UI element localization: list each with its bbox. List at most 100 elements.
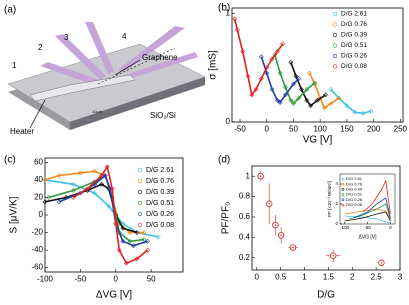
legend-label: D/G 0.76 (341, 21, 367, 28)
data-point (245, 73, 251, 79)
legend-label: D/G 0.51 (341, 42, 367, 49)
electrode (40, 62, 100, 85)
series-line (72, 164, 149, 265)
data-point (283, 84, 288, 90)
y-tick-label: 0 (39, 210, 44, 219)
data-point (368, 108, 374, 114)
x-axis-label: ΔVG [V] (96, 290, 132, 301)
data-point (277, 70, 283, 76)
heater (29, 74, 136, 102)
legend-label: D/G 0.26 (341, 53, 367, 60)
series-line (233, 18, 284, 97)
legend-marker (341, 182, 345, 186)
x-tick-label: 1.5 (323, 272, 335, 281)
electrode-label: 3 (64, 33, 69, 42)
legend-label: D/G 0.08 (341, 63, 367, 70)
data-point (293, 73, 299, 79)
data-point (307, 70, 312, 76)
substrate-label: SiO₂/Si (150, 111, 176, 120)
x-tick-label: 2.5 (371, 272, 383, 281)
data-point (145, 247, 151, 253)
electrode-label: 2 (38, 43, 43, 52)
electrode-label: 4 (122, 32, 127, 41)
y-tick-label: -20 (31, 228, 43, 237)
legend-label: D/G 2.61 (346, 176, 363, 181)
data-point (312, 80, 318, 86)
panel-label: (d) (218, 155, 230, 166)
y-tick-label: 0.6 (239, 212, 251, 221)
data-point-center (332, 255, 334, 257)
x-tick-label: -50 (364, 225, 371, 230)
legend-label: D/G 0.51 (146, 200, 174, 207)
x-axis-label: D/G (317, 290, 335, 301)
data-point (328, 87, 334, 92)
pointer (29, 99, 46, 129)
data-point (102, 173, 108, 178)
y-axis-label: S [µV/K] (9, 196, 20, 233)
data-point-center (292, 246, 294, 249)
data-point (344, 103, 350, 109)
data-point (123, 260, 129, 266)
legend-marker (341, 193, 345, 196)
data-point (131, 243, 136, 249)
legend-marker (137, 222, 143, 228)
x-tick-label: -50 (234, 124, 246, 133)
y-tick-label: 0 (335, 221, 338, 226)
x-tick-label: 250 (394, 124, 408, 133)
legend-marker (137, 211, 143, 217)
y-tick-label: 40 (34, 175, 43, 184)
data-point (232, 16, 238, 22)
device-illustration: (a) 1 2 3 4 Graphene Heater SiO₂/Si 10µm (4, 5, 206, 136)
legend-label: D/G 0.76 (146, 178, 174, 185)
legend-label: D/G 0.51 (346, 192, 363, 197)
legend-marker (332, 64, 338, 69)
data-point (258, 54, 264, 60)
data-point (46, 195, 51, 200)
electrode (122, 52, 198, 80)
x-tick-label: 0.5 (275, 272, 287, 281)
data-point-center (380, 262, 383, 264)
data-point (70, 188, 76, 193)
legend-marker (341, 177, 345, 181)
data-point (308, 103, 313, 109)
plot-frame (231, 7, 404, 123)
electrode (55, 34, 106, 80)
x-axis-label: VG [V] (303, 135, 333, 146)
data-point (240, 49, 246, 54)
x-tick-label: 50 (147, 274, 156, 283)
data-point (274, 49, 280, 54)
legend-marker (137, 178, 143, 184)
data-point (99, 173, 105, 178)
data-point (283, 92, 288, 98)
x-tick-label: 0 (114, 274, 119, 283)
x-tick-label: 0 (265, 124, 270, 133)
data-point (352, 109, 358, 115)
data-point (274, 97, 280, 103)
legend-label: D/G 2.61 (341, 11, 367, 18)
data-point (360, 110, 366, 116)
graphene-label: Graphene (142, 53, 178, 62)
panel-label: (c) (4, 155, 16, 166)
legend-marker (137, 200, 143, 206)
y-tick-label: 0 (226, 117, 231, 126)
y-tick-label: 0.2 (239, 253, 251, 262)
y-axis-label: PF [×10⁻³ W/mK²] (327, 181, 332, 217)
data-point-center (274, 224, 277, 226)
data-point (315, 97, 320, 103)
electrode (85, 22, 114, 74)
x-tick-label: 50 (289, 124, 298, 133)
legend-label: D/G 0.39 (146, 189, 174, 196)
y-tick-label: 60 (34, 157, 43, 166)
data-point (127, 238, 133, 244)
data-point (280, 41, 286, 47)
data-point (42, 199, 48, 205)
legend-marker (332, 53, 338, 59)
data-point (328, 101, 334, 106)
data-point (269, 56, 275, 62)
data-point (70, 181, 76, 187)
y-axis-label: σ [mS] (208, 50, 219, 80)
data-point (141, 230, 147, 235)
series-line (344, 211, 391, 222)
panel-label: (a) (4, 5, 16, 16)
